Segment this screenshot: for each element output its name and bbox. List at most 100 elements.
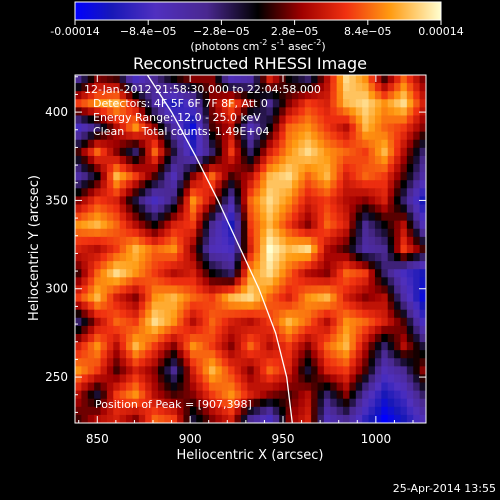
heatmap-cell (196, 342, 204, 351)
heatmap-cell (406, 277, 414, 287)
heatmap-cell (362, 188, 370, 197)
heatmap-cell (260, 269, 268, 278)
heatmap-cell (285, 398, 293, 408)
heatmap-cell (349, 204, 357, 214)
heatmap-cell (406, 204, 414, 214)
heatmap-cell (196, 358, 204, 367)
heatmap-cell (106, 75, 114, 84)
heatmap-cell (394, 212, 402, 222)
heatmap-cell (330, 253, 338, 262)
heatmap-cell (317, 164, 325, 173)
heatmap-cell (138, 83, 146, 92)
heatmap-cell (323, 244, 331, 254)
heatmap-cell (183, 333, 191, 343)
heatmap-cell (87, 164, 95, 173)
heatmap-cell (221, 131, 229, 141)
heatmap-cell (151, 155, 159, 165)
heatmap-cell (81, 277, 89, 287)
heatmap-cell (145, 83, 153, 92)
heatmap-cell (374, 212, 382, 222)
heatmap-cell (394, 155, 402, 165)
heatmap-cell (343, 285, 351, 295)
heatmap-cell (234, 374, 242, 384)
heatmap-cell (183, 374, 191, 384)
heatmap-cell (343, 164, 351, 173)
heatmap-cell (272, 212, 280, 222)
heatmap-cell (419, 269, 426, 278)
heatmap-cell (400, 350, 408, 359)
heatmap-cell (362, 374, 370, 384)
heatmap-cell (413, 253, 421, 262)
heatmap-cell (228, 220, 236, 230)
heatmap-cell (323, 366, 331, 376)
heatmap-cell (374, 107, 382, 117)
heatmap-cell (106, 366, 114, 376)
heatmap-cell (291, 366, 299, 376)
heatmap-cell (228, 309, 236, 319)
heatmap-cell (362, 277, 370, 287)
heatmap-cell (221, 269, 229, 278)
heatmap-cell (413, 269, 421, 278)
heatmap-cell (279, 317, 287, 327)
heatmap-cell (253, 107, 261, 117)
annotation-energy-range: Energy Range: 12.0 - 25.0 keV (93, 111, 261, 124)
heatmap-cell (228, 155, 236, 165)
heatmap-cell (304, 342, 312, 351)
heatmap-cell (106, 107, 114, 117)
heatmap-cell (311, 147, 319, 157)
heatmap-cell (413, 261, 421, 270)
heatmap-cell (119, 172, 127, 181)
heatmap-cell (119, 261, 127, 270)
heatmap-cell (304, 196, 312, 206)
heatmap-cell (368, 91, 376, 100)
heatmap-cell (202, 107, 210, 117)
heatmap-cell (119, 277, 127, 287)
heatmap-cell (374, 414, 382, 423)
heatmap-cell (234, 325, 242, 335)
heatmap-cell (291, 91, 299, 100)
heatmap-cell (368, 139, 376, 149)
heatmap-cell (100, 212, 108, 222)
heatmap-cell (298, 285, 306, 295)
heatmap-cell (94, 309, 102, 319)
heatmap-cell (266, 374, 274, 384)
heatmap-cell (260, 75, 268, 84)
heatmap-cell (343, 212, 351, 222)
heatmap-cell (106, 212, 114, 222)
heatmap-cell (406, 253, 414, 262)
heatmap-cell (81, 75, 89, 84)
heatmap-cell (349, 139, 357, 149)
heatmap-cell (113, 317, 121, 327)
heatmap-cell (209, 366, 216, 376)
heatmap-cell (311, 358, 319, 367)
heatmap-cell (374, 91, 382, 100)
heatmap-cell (240, 342, 248, 351)
heatmap-cell (400, 220, 408, 230)
heatmap-cell (311, 75, 319, 84)
heatmap-cell (228, 342, 236, 351)
heatmap-cell (240, 414, 248, 423)
heatmap-cell (304, 269, 312, 278)
heatmap-cell (317, 236, 325, 246)
heatmap-cell (304, 333, 312, 343)
heatmap-cell (100, 309, 108, 319)
heatmap-cell (221, 261, 229, 270)
heatmap-cell (138, 155, 146, 165)
heatmap-cell (355, 358, 363, 367)
heatmap-cell (106, 414, 114, 423)
heatmap-cell (138, 228, 146, 238)
heatmap-cell (132, 204, 140, 214)
heatmap-cell (247, 317, 255, 327)
heatmap-cell (119, 180, 127, 189)
heatmap-cell (381, 285, 389, 295)
heatmap-cell (406, 75, 414, 84)
heatmap-cell (228, 107, 236, 117)
heatmap-cell (240, 123, 248, 133)
heatmap-cell (362, 293, 370, 303)
heatmap-cell (126, 75, 134, 84)
heatmap-cell (291, 99, 299, 108)
heatmap-cell (253, 350, 261, 359)
heatmap-cell (228, 164, 236, 173)
heatmap-cell (311, 164, 319, 173)
heatmap-cell (311, 236, 319, 246)
